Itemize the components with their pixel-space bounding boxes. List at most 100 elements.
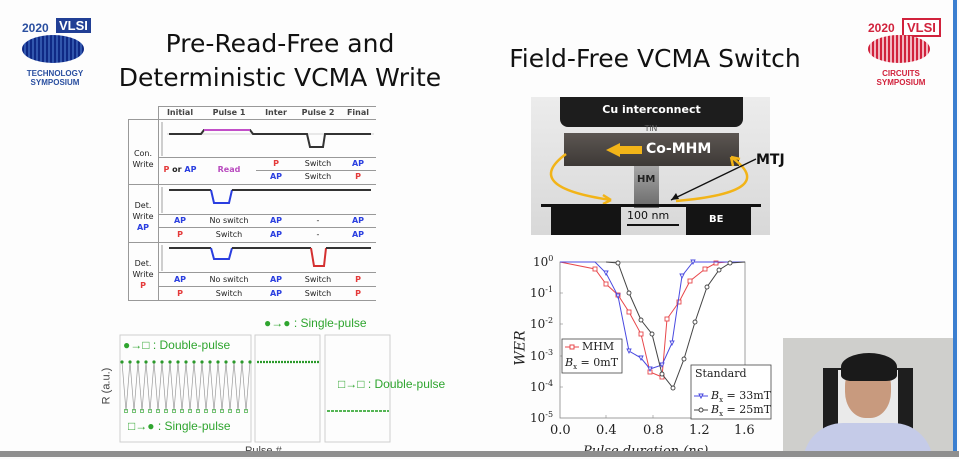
vlsi-circuits-logo: 2020 VLSI CIRCUITS SYMPOSIUM [860, 13, 942, 93]
col-header-final: Final [346, 108, 370, 117]
left-section-title: Pre-Read-Free and Deterministic VCMA Wri… [100, 27, 460, 95]
be-left-block [551, 205, 621, 235]
single-pulse-label-2: ●→● : Single-pulse [264, 316, 367, 330]
vlsi-technology-logo: 2020 VLSI TECHNOLOGY SYMPOSIUM [14, 13, 94, 93]
cell-final: P [355, 172, 361, 181]
cell-pulse2: Switch [304, 289, 332, 298]
x-tick: 1.6 [734, 423, 755, 438]
be-right-block [686, 205, 751, 235]
wafer-icon [868, 35, 930, 63]
y-tick-3: 10-3 [530, 348, 554, 363]
logo-brand: VLSI [56, 18, 91, 33]
x-tick: 0.8 [643, 423, 664, 438]
bottom-bar [0, 451, 959, 457]
wer-plot [559, 259, 772, 420]
wer-ylabel: WER [512, 330, 529, 366]
cell-final: P [355, 289, 361, 298]
scale-bar [627, 224, 679, 226]
logo-caption: TECHNOLOGY SYMPOSIUM [14, 69, 96, 87]
cell-pulse2: - [316, 216, 320, 225]
logo-caption-line1: TECHNOLOGY [26, 69, 84, 78]
row-label-det-write-p: Det. Write P [132, 259, 154, 290]
col-header-pulse2: Pulse 2 [301, 108, 335, 117]
legend-bx-33mt: Bx = 33mT [711, 389, 772, 405]
y-tick-0: 100 [533, 254, 554, 269]
shirt [803, 423, 933, 451]
cell-pulse1: No switch [209, 275, 249, 284]
co-mhm-layer [564, 133, 739, 166]
be-label: BE [709, 214, 724, 225]
logo-year: 2020 [22, 21, 49, 35]
resistance-vs-pulse-chart: R (a.u.) ●→□ : Double-pulse □→● : Single… [100, 316, 460, 457]
presenter-video-thumbnail[interactable] [783, 338, 953, 451]
legend-mhm: MHM [582, 340, 615, 353]
cell-initial: P or AP [163, 165, 197, 174]
cell-final: P [355, 275, 361, 284]
title-line2: Deterministic VCMA Write [118, 63, 442, 92]
cell-pulse1: No switch [209, 216, 249, 225]
mtj-label: MTJ [756, 152, 785, 168]
cell-initial: AP [173, 275, 187, 284]
logo-year: 2020 [868, 21, 895, 35]
arrow-left-icon [606, 143, 620, 157]
legend-bx-25mt: Bx = 25mT [711, 403, 772, 419]
y-tick-4: 10-4 [530, 379, 554, 394]
col-header-inter: Inter [265, 108, 287, 117]
legend-standard: Standard [695, 367, 747, 380]
tin-label: TiN [644, 124, 658, 133]
logo-caption-line2: SYMPOSIUM [30, 78, 80, 87]
wafer-icon [22, 35, 84, 63]
cell-inter: AP [269, 289, 283, 298]
cell-pulse1: Switch [215, 289, 243, 298]
y-tick-2: 10-2 [530, 316, 554, 331]
cell-initial: AP [173, 216, 187, 225]
cell-pulse2: Switch [304, 172, 332, 181]
double-pulse-label-2: □→□ : Double-pulse [338, 377, 446, 391]
row-label-con-write: Con. Write [132, 149, 154, 169]
x-tick: 0.0 [550, 423, 571, 438]
r-chart-ylabel: R (a.u.) [100, 367, 113, 405]
cell-inter: P [273, 159, 279, 168]
cell-inter: AP [269, 172, 283, 181]
cell-inter: AP [269, 216, 283, 225]
double-pulse-label: ●→□ : Double-pulse [123, 338, 231, 352]
resistance-plot [119, 334, 391, 443]
cell-pulse1: Switch [215, 230, 243, 239]
scale-bar-label: 100 nm [627, 209, 670, 222]
cell-final: AP [351, 159, 365, 168]
cu-interconnect-region [560, 97, 743, 127]
cell-pulse2: Switch [304, 159, 332, 168]
cell-initial: P [177, 230, 183, 239]
magnetization-loop-arrows [549, 152, 757, 206]
cell-final: AP [351, 216, 365, 225]
logo-caption: CIRCUITS SYMPOSIUM [860, 69, 942, 87]
row-label-det-write-ap: Det. Write AP [132, 201, 154, 232]
cu-interconnect-label: Cu interconnect [602, 103, 701, 116]
cell-pulse2: - [316, 230, 320, 239]
pulse-waveform-det-write-p [161, 245, 371, 271]
co-mhm-label: Co-MHM [646, 141, 712, 157]
col-header-initial: Initial [166, 108, 194, 117]
window-border [953, 0, 957, 451]
y-tick-1: 10-1 [530, 285, 554, 300]
col-header-pulse1: Pulse 1 [212, 108, 246, 117]
cell-inter: AP [269, 275, 283, 284]
hair [841, 353, 897, 381]
right-section-title: Field-Free VCMA Switch [509, 44, 801, 73]
pulse-waveform-det-write-ap [161, 187, 371, 213]
cell-pulse2: Switch [304, 275, 332, 284]
cell-final: AP [351, 230, 365, 239]
tem-cross-section-image: Cu interconnect TiN Co-MHM HM 100 nm BE [531, 97, 770, 235]
title-line1: Pre-Read-Free and [165, 29, 395, 58]
logo-caption-line1: CIRCUITS [882, 69, 920, 78]
logo-brand: VLSI [902, 18, 941, 37]
x-tick: 0.4 [596, 423, 617, 438]
y-tick-5: 10-5 [530, 410, 554, 425]
x-tick: 1.2 [689, 423, 710, 438]
pulse-waveform-con-write [161, 122, 374, 156]
logo-caption-line2: SYMPOSIUM [876, 78, 926, 87]
cell-initial: P [177, 289, 183, 298]
hm-label: HM [637, 174, 656, 185]
cell-inter: AP [269, 230, 283, 239]
legend-bx-0mt: Bx = 0mT [565, 356, 619, 372]
